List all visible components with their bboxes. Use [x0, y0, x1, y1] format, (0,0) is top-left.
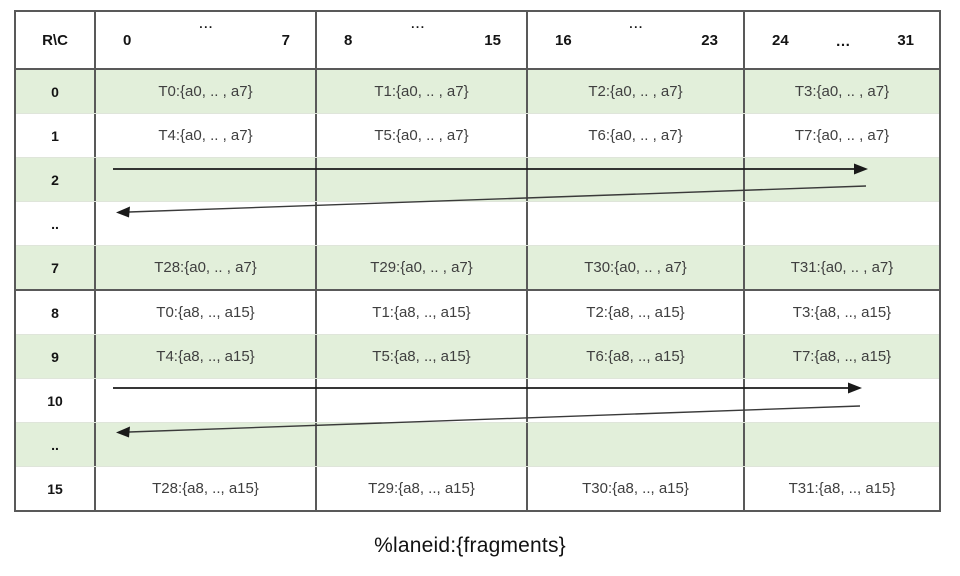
corner-label: R\C [42, 31, 68, 49]
fragment-cell [315, 202, 526, 245]
fragment-cell: T31:{a0, .. , a7} [743, 246, 939, 289]
header-col-16-23: 16 ... 23 [526, 12, 743, 68]
header-col-0-7: 0 ... 7 [94, 12, 315, 68]
fragment-cell: T31:{a8, .., a15} [743, 467, 939, 510]
fragment-cell [743, 202, 939, 245]
row-label: 1 [51, 127, 59, 144]
table-row: 15 T28:{a8, .., a15} T29:{a8, .., a15} T… [16, 466, 939, 510]
figure-caption: %laneid:{fragments} [374, 534, 566, 557]
fragment-cell [94, 158, 315, 201]
fragment-cell: T6:{a8, .., a15} [526, 335, 743, 378]
fragment-cell: T7:{a0, .. , a7} [743, 114, 939, 157]
ellipsis-icon: ... [199, 17, 214, 31]
row-label: .. [51, 215, 59, 232]
ellipsis-icon: ... [629, 17, 644, 31]
fragment-cell: T2:{a0, .. , a7} [526, 70, 743, 113]
fragment-cell [315, 158, 526, 201]
row-label: 0 [51, 83, 59, 100]
fragment-cell [743, 158, 939, 201]
range-from: 16 [555, 31, 572, 49]
table-row-arrow: .. [16, 422, 939, 466]
range-to: 7 [281, 31, 290, 49]
row-label: 2 [51, 171, 59, 188]
fragment-cell: T29:{a0, .. , a7} [315, 246, 526, 289]
row-label: 7 [51, 259, 59, 276]
header-col-24-31: 24 … 31 [743, 12, 939, 68]
ellipsis-icon: ... [411, 17, 426, 31]
row-label: .. [51, 436, 59, 453]
ellipsis-icon: … [835, 32, 851, 50]
fragment-cell: T6:{a0, .. , a7} [526, 114, 743, 157]
fragment-cell [526, 158, 743, 201]
range-from: 24 [772, 31, 789, 49]
fragment-cell [94, 423, 315, 466]
fragment-cell [526, 202, 743, 245]
table-header-row: R\C 0 ... 7 8 ... 15 16 ... 23 24 … 31 [16, 12, 939, 70]
row-label: 10 [47, 392, 63, 409]
table-row: 1 T4:{a0, .. , a7} T5:{a0, .. , a7} T6:{… [16, 113, 939, 157]
fragment-cell: T0:{a8, .., a15} [94, 291, 315, 334]
table-row-arrow: 10 [16, 378, 939, 422]
range-to: 31 [897, 31, 914, 49]
fragment-cell [315, 379, 526, 422]
range-to: 23 [701, 31, 718, 49]
table-row: 8 T0:{a8, .., a15} T1:{a8, .., a15} T2:{… [16, 289, 939, 334]
row-label: 8 [51, 304, 59, 321]
fragment-cell: T30:{a0, .. , a7} [526, 246, 743, 289]
header-col-8-15: 8 ... 15 [315, 12, 526, 68]
table-row-arrow: .. [16, 201, 939, 245]
fragment-cell [315, 423, 526, 466]
fragment-cell: T30:{a8, .., a15} [526, 467, 743, 510]
laneid-fragment-table: R\C 0 ... 7 8 ... 15 16 ... 23 24 … 31 [14, 10, 941, 512]
range-to: 15 [484, 31, 501, 49]
fragment-cell: T0:{a0, .. , a7} [94, 70, 315, 113]
table-row: 9 T4:{a8, .., a15} T5:{a8, .., a15} T6:{… [16, 334, 939, 378]
row-label: 9 [51, 348, 59, 365]
table-row-arrow: 2 [16, 157, 939, 201]
table-row: 7 T28:{a0, .. , a7} T29:{a0, .. , a7} T3… [16, 245, 939, 289]
row-label: 15 [47, 480, 63, 497]
fragment-cell [526, 379, 743, 422]
fragment-cell [526, 423, 743, 466]
fragment-cell: T28:{a8, .., a15} [94, 467, 315, 510]
fragment-cell [743, 379, 939, 422]
fragment-cell [94, 202, 315, 245]
fragment-cell: T4:{a0, .. , a7} [94, 114, 315, 157]
fragment-cell [94, 379, 315, 422]
fragment-cell: T1:{a8, .., a15} [315, 291, 526, 334]
fragment-cell: T5:{a8, .., a15} [315, 335, 526, 378]
fragment-cell: T3:{a0, .. , a7} [743, 70, 939, 113]
fragment-cell: T7:{a8, .., a15} [743, 335, 939, 378]
table-row: 0 T0:{a0, .. , a7} T1:{a0, .. , a7} T2:{… [16, 70, 939, 113]
fragment-cell: T4:{a8, .., a15} [94, 335, 315, 378]
fragment-cell [743, 423, 939, 466]
fragment-cell: T29:{a8, .., a15} [315, 467, 526, 510]
range-from: 8 [344, 31, 353, 49]
fragment-cell: T3:{a8, .., a15} [743, 291, 939, 334]
fragment-cell: T5:{a0, .. , a7} [315, 114, 526, 157]
fragment-cell: T28:{a0, .. , a7} [94, 246, 315, 289]
fragment-cell: T2:{a8, .., a15} [526, 291, 743, 334]
fragment-cell: T1:{a0, .. , a7} [315, 70, 526, 113]
range-from: 0 [123, 31, 132, 49]
